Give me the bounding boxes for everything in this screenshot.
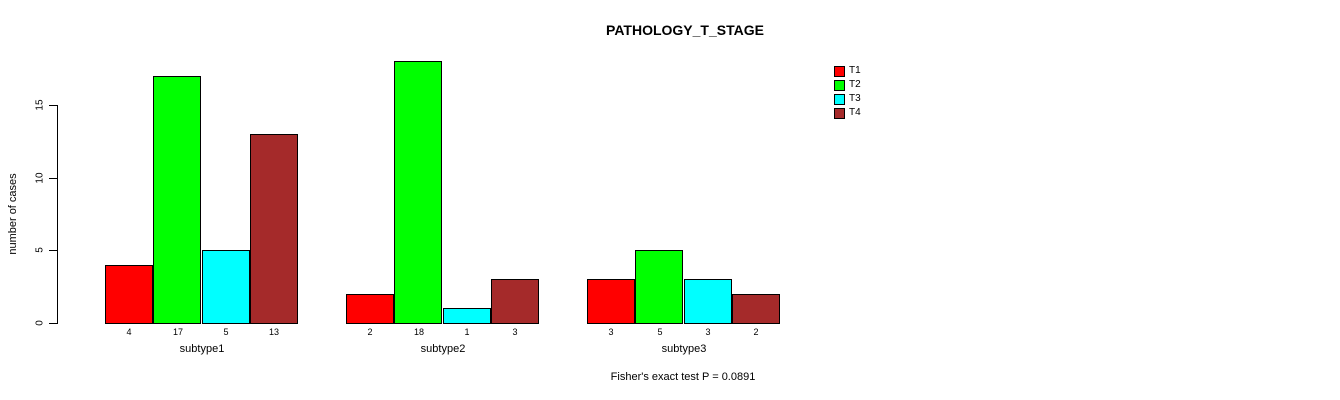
bar-t2-subtype3	[635, 250, 683, 324]
bar-value-label: 2	[753, 327, 759, 337]
y-tick-label: 15	[34, 99, 46, 111]
bar-t4-subtype1	[250, 134, 298, 324]
legend-label-t4: T4	[849, 107, 861, 118]
bar-value-label: 17	[172, 327, 184, 337]
category-label-subtype2: subtype2	[420, 343, 466, 355]
bar-t3-subtype3	[684, 279, 732, 324]
y-axis-label: number of cases	[7, 173, 19, 255]
y-tick-label: 5	[34, 247, 46, 254]
bar-value-label: 2	[367, 327, 373, 337]
legend-swatch-t2	[834, 80, 845, 91]
bar-value-label: 18	[413, 327, 425, 337]
legend-label-t1: T1	[849, 65, 861, 76]
bar-t1-subtype3	[587, 279, 635, 324]
legend-swatch-t1	[834, 66, 845, 77]
bar-value-label: 5	[223, 327, 229, 337]
y-tick	[49, 250, 57, 252]
bar-t2-subtype1	[153, 76, 201, 324]
bar-value-label: 3	[608, 327, 614, 337]
bar-value-label: 5	[657, 327, 663, 337]
bar-t3-subtype2	[443, 308, 491, 324]
chart-title: PATHOLOGY_T_STAGE	[606, 22, 764, 38]
category-label-subtype3: subtype3	[661, 343, 707, 355]
bar-t1-subtype2	[346, 294, 394, 324]
footnote-fisher-test: Fisher's exact test P = 0.0891	[610, 371, 756, 383]
bar-t3-subtype1	[202, 250, 250, 324]
legend-label-t3: T3	[849, 93, 861, 104]
bar-value-label: 3	[705, 327, 711, 337]
category-label-subtype1: subtype1	[179, 343, 225, 355]
legend-swatch-t4	[834, 108, 845, 119]
y-tick-label: 0	[34, 320, 46, 326]
bar-value-label: 13	[268, 327, 280, 337]
y-tick	[49, 323, 57, 324]
bar-t4-subtype3	[732, 294, 780, 324]
legend-label-t2: T2	[849, 79, 861, 90]
bar-t1-subtype1	[105, 265, 153, 324]
bar-value-label: 1	[464, 327, 470, 337]
legend-swatch-t3	[834, 94, 845, 105]
y-axis-line	[57, 105, 58, 324]
y-tick	[49, 177, 57, 179]
bar-value-label: 4	[126, 327, 132, 337]
y-tick-label: 10	[34, 172, 46, 184]
bar-t4-subtype2	[491, 279, 539, 324]
y-tick	[49, 105, 57, 106]
bar-value-label: 3	[512, 327, 518, 337]
bar-t2-subtype2	[394, 61, 442, 324]
